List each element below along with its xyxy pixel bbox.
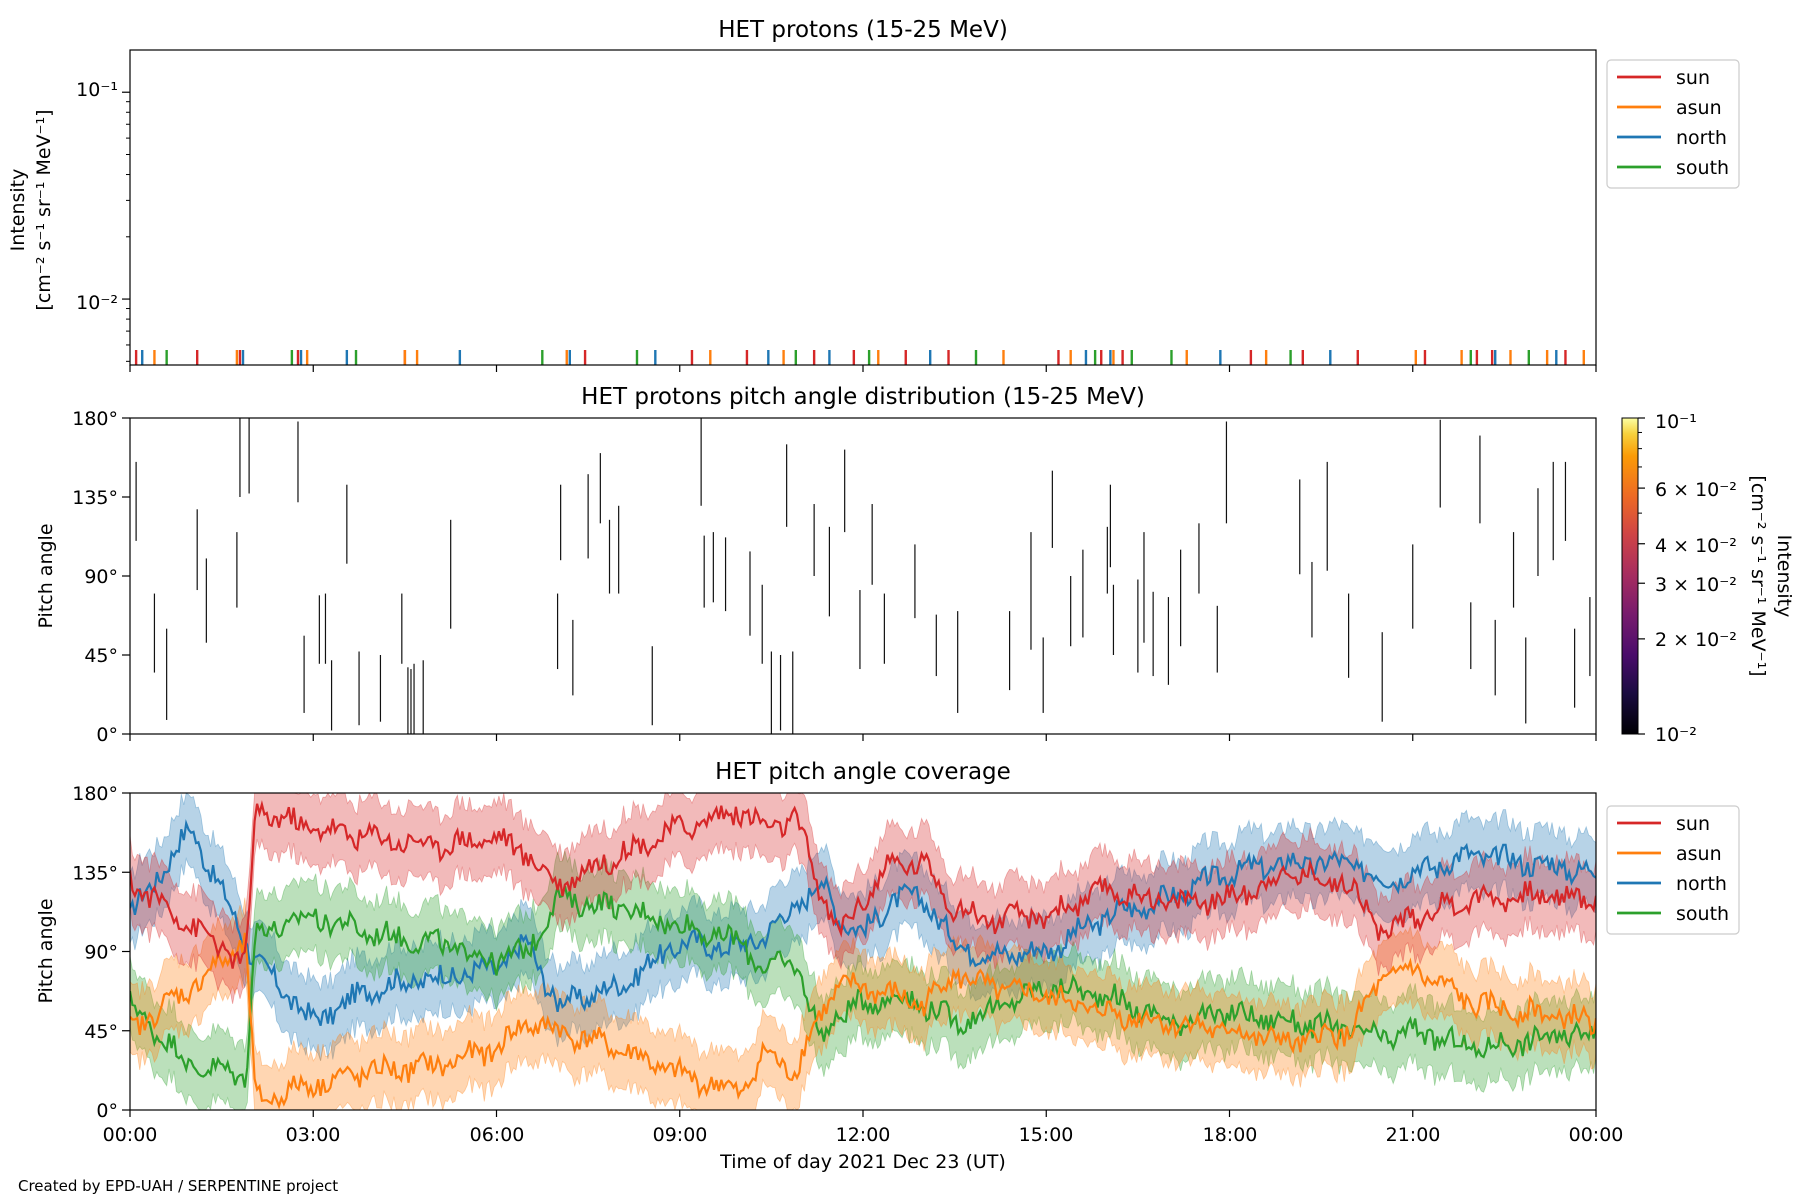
xtick-label: 12:00	[836, 1124, 891, 1146]
panel3-ytick-label: 45°	[84, 1021, 118, 1043]
panel2-ytick-label: 0°	[96, 724, 118, 746]
coverage-lines	[130, 800, 1596, 1110]
colorbar-tick-label: 10⁻¹	[1655, 411, 1697, 433]
colorbar-label-line2: [cm⁻² s⁻¹ sr⁻¹ MeV⁻¹]	[1747, 475, 1769, 676]
panel2-ylabel: Pitch angle	[35, 523, 57, 628]
panel3-yaxis: 180° 135° 90° 45° 0°	[72, 783, 130, 1122]
xtick-label: 15:00	[1019, 1124, 1074, 1146]
legend-label-south: south	[1676, 157, 1729, 179]
x-axis-ticks	[129, 365, 1597, 1117]
panel-coverage: HET pitch angle coverage 180° 135° 90° 45° 0…	[35, 759, 1740, 1122]
coverage-line-sun	[130, 800, 1596, 969]
panel1-title: HET protons (15-25 MeV)	[718, 17, 1008, 43]
panel3-ytick-label: 90°	[84, 942, 118, 964]
panel2-title: HET protons pitch angle distribution (15…	[581, 384, 1145, 410]
panel1-ylabel-line2: [cm⁻² s⁻¹ sr⁻¹ MeV⁻¹]	[33, 109, 55, 310]
legend-label-north: north	[1676, 127, 1727, 149]
colorbar-tick-label: 6 × 10⁻²	[1655, 479, 1737, 501]
panel2-yaxis: 180° 135° 90° 45° 0°	[72, 408, 130, 746]
coverage-bands	[130, 793, 1596, 1110]
legend-box	[1606, 59, 1740, 189]
xtick-label: 21:00	[1386, 1124, 1441, 1146]
legend-intensity: sun asun north south	[1606, 59, 1740, 189]
panel1-yaxis	[122, 91, 130, 362]
coverage-line-north	[130, 819, 1596, 1027]
panel2-ytick-label: 45°	[84, 645, 118, 667]
xtick-label: 03:00	[286, 1124, 341, 1146]
panel-intensity: HET protons (15-25 MeV) 10⁻¹ 10⁻² Intens…	[7, 17, 1740, 366]
xtick-label: 00:00	[1569, 1124, 1624, 1146]
colorbar-tick-label: 10⁻²	[1655, 724, 1697, 746]
coverage-band-sun	[130, 793, 1596, 1004]
colorbar-ticks	[1638, 417, 1645, 735]
coverage-band-south	[130, 850, 1596, 1110]
legend-label-sun: sun	[1676, 67, 1710, 89]
legend-label-asun: asun	[1676, 97, 1722, 119]
coverage-line-asun	[130, 932, 1596, 1110]
colorbar-tick-label: 2 × 10⁻²	[1655, 629, 1737, 651]
panel3-ylabel: Pitch angle	[35, 898, 57, 1003]
legend-coverage: sun asun north south	[1606, 805, 1740, 935]
colorbar	[1621, 417, 1639, 735]
panel3-ytick-label: 135°	[72, 862, 118, 884]
panel1-ytick-label: 10⁻¹	[76, 79, 118, 101]
xtick-label: 18:00	[1203, 1124, 1258, 1146]
coverage-band-north	[130, 793, 1596, 1062]
panel2-ytick-label: 180°	[72, 408, 118, 430]
xtick-label: 00:00	[103, 1124, 158, 1146]
pitch-angle-segments	[135, 418, 1591, 734]
panel1-frame	[129, 49, 1597, 366]
panel3-ytick-label: 0°	[96, 1100, 118, 1122]
xtick-label: 09:00	[653, 1124, 708, 1146]
colorbar-tick-label: 3 × 10⁻²	[1655, 574, 1737, 596]
panel3-ytick-label: 180°	[72, 783, 118, 805]
intensity-spikes	[134, 350, 1585, 365]
legend-label-sun: sun	[1676, 813, 1710, 835]
legend-box	[1606, 805, 1740, 935]
legend-label-asun: asun	[1676, 843, 1722, 865]
panel3-title: HET pitch angle coverage	[715, 759, 1011, 785]
panel2-ytick-label: 90°	[84, 566, 118, 588]
panel1-ylabel-line1: Intensity	[7, 169, 29, 252]
colorbar-label-line1: Intensity	[1773, 535, 1795, 618]
panel1-ytick-label: 10⁻²	[76, 292, 118, 314]
panel-pad: HET protons pitch angle distribution (15…	[35, 384, 1795, 746]
x-axis-label: Time of day 2021 Dec 23 (UT)	[719, 1151, 1006, 1173]
xtick-label: 06:00	[470, 1124, 525, 1146]
legend-label-south: south	[1676, 903, 1729, 925]
credit-text: Created by EPD-UAH / SERPENTINE project	[18, 1177, 338, 1195]
panel2-frame	[129, 417, 1597, 735]
colorbar-tick-label: 4 × 10⁻²	[1655, 535, 1737, 557]
panel2-ytick-label: 135°	[72, 487, 118, 509]
legend-label-north: north	[1676, 873, 1727, 895]
